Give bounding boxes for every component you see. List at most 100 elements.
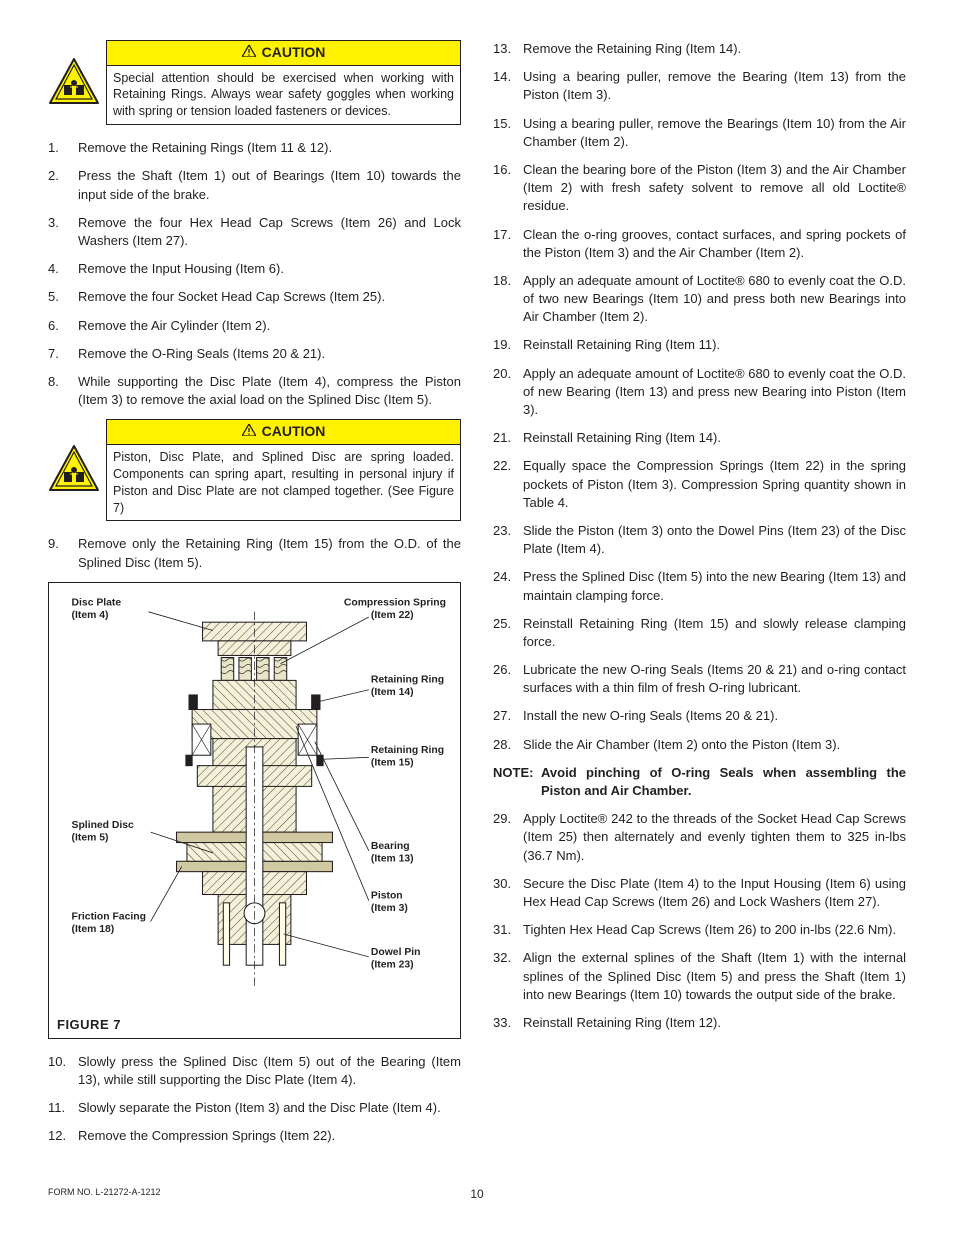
- step-number: 2.: [48, 167, 78, 203]
- step-text: Install the new O-ring Seals (Items 20 &…: [523, 707, 906, 725]
- step-text: Remove the Air Cylinder (Item 2).: [78, 317, 461, 335]
- step-item: 28.Slide the Air Chamber (Item 2) onto t…: [493, 736, 906, 754]
- fig-label-ret14-item: (Item 14): [371, 687, 414, 698]
- step-number: 32.: [493, 949, 523, 1004]
- step-item: 20.Apply an adequate amount of Loctite® …: [493, 365, 906, 420]
- step-number: 10.: [48, 1053, 78, 1089]
- step-item: 11.Slowly separate the Piston (Item 3) a…: [48, 1099, 461, 1117]
- step-number: 31.: [493, 921, 523, 939]
- step-text: Using a bearing puller, remove the Beari…: [523, 115, 906, 151]
- step-number: 30.: [493, 875, 523, 911]
- step-text: Reinstall Retaining Ring (Item 15) and s…: [523, 615, 906, 651]
- step-item: 15.Using a bearing puller, remove the Be…: [493, 115, 906, 151]
- step-item: 2.Press the Shaft (Item 1) out of Bearin…: [48, 167, 461, 203]
- fig-label-dowel-item: (Item 23): [371, 959, 414, 970]
- step-number: 20.: [493, 365, 523, 420]
- step-text: Remove the four Socket Head Cap Screws (…: [78, 288, 461, 306]
- step-item: 19.Reinstall Retaining Ring (Item 11).: [493, 336, 906, 354]
- step-text: Clean the bearing bore of the Piston (It…: [523, 161, 906, 216]
- step-item: 9.Remove only the Retaining Ring (Item 1…: [48, 535, 461, 571]
- step-number: 6.: [48, 317, 78, 335]
- step-item: 31.Tighten Hex Head Cap Screws (Item 26)…: [493, 921, 906, 939]
- step-number: 16.: [493, 161, 523, 216]
- warning-triangle-icon: [242, 43, 256, 63]
- caution-header: CAUTION: [107, 420, 460, 445]
- step-item: 17.Clean the o-ring grooves, contact sur…: [493, 226, 906, 262]
- step-item: 16.Clean the bearing bore of the Piston …: [493, 161, 906, 216]
- step-item: 7.Remove the O-Ring Seals (Items 20 & 21…: [48, 345, 461, 363]
- step-number: 4.: [48, 260, 78, 278]
- step-text: Secure the Disc Plate (Item 4) to the In…: [523, 875, 906, 911]
- step-item: 4.Remove the Input Housing (Item 6).: [48, 260, 461, 278]
- steps-list-right-b: 29.Apply Loctite® 242 to the threads of …: [493, 810, 906, 1032]
- step-number: 22.: [493, 457, 523, 512]
- step-number: 11.: [48, 1099, 78, 1117]
- step-number: 9.: [48, 535, 78, 571]
- page-footer: FORM NO. L-21272-A-1212 10: [48, 1186, 906, 1203]
- step-number: 23.: [493, 522, 523, 558]
- step-text: Apply Loctite® 242 to the threads of the…: [523, 810, 906, 865]
- step-text: Reinstall Retaining Ring (Item 14).: [523, 429, 906, 447]
- step-text: Tighten Hex Head Cap Screws (Item 26) to…: [523, 921, 906, 939]
- step-item: 23.Slide the Piston (Item 3) onto the Do…: [493, 522, 906, 558]
- step-item: 13.Remove the Retaining Ring (Item 14).: [493, 40, 906, 58]
- step-text: Remove the Compression Springs (Item 22)…: [78, 1127, 461, 1145]
- step-item: 30.Secure the Disc Plate (Item 4) to the…: [493, 875, 906, 911]
- step-text: Slowly separate the Piston (Item 3) and …: [78, 1099, 461, 1117]
- step-item: 29.Apply Loctite® 242 to the threads of …: [493, 810, 906, 865]
- step-text: Clean the o-ring grooves, contact surfac…: [523, 226, 906, 262]
- caution-title: CAUTION: [262, 43, 326, 63]
- step-text: Reinstall Retaining Ring (Item 11).: [523, 336, 906, 354]
- step-text: Remove the O-Ring Seals (Items 20 & 21).: [78, 345, 461, 363]
- step-text: Press the Shaft (Item 1) out of Bearings…: [78, 167, 461, 203]
- fig-label-piston-item: (Item 3): [371, 903, 408, 914]
- steps-list-b: 9.Remove only the Retaining Ring (Item 1…: [48, 535, 461, 571]
- step-number: 3.: [48, 214, 78, 250]
- step-text: Press the Splined Disc (Item 5) into the…: [523, 568, 906, 604]
- step-number: 19.: [493, 336, 523, 354]
- step-number: 18.: [493, 272, 523, 327]
- fig-label-bearing: Bearing: [371, 841, 410, 852]
- step-item: 18.Apply an adequate amount of Loctite® …: [493, 272, 906, 327]
- step-item: 27.Install the new O-ring Seals (Items 2…: [493, 707, 906, 725]
- step-item: 10.Slowly press the Splined Disc (Item 5…: [48, 1053, 461, 1089]
- step-item: 26.Lubricate the new O-ring Seals (Items…: [493, 661, 906, 697]
- step-item: 14.Using a bearing puller, remove the Be…: [493, 68, 906, 104]
- pinch-hazard-icon: [48, 419, 106, 521]
- step-number: 5.: [48, 288, 78, 306]
- fig-label-ret15: Retaining Ring: [371, 745, 444, 756]
- step-text: Apply an adequate amount of Loctite® 680…: [523, 272, 906, 327]
- step-item: 6.Remove the Air Cylinder (Item 2).: [48, 317, 461, 335]
- step-text: Equally space the Compression Springs (I…: [523, 457, 906, 512]
- step-text: Align the external splines of the Shaft …: [523, 949, 906, 1004]
- step-number: 7.: [48, 345, 78, 363]
- step-text: While supporting the Disc Plate (Item 4)…: [78, 373, 461, 409]
- caution-body: Piston, Disc Plate, and Splined Disc are…: [107, 445, 460, 521]
- step-text: Remove the Retaining Ring (Item 14).: [523, 40, 906, 58]
- step-text: Lubricate the new O-ring Seals (Items 20…: [523, 661, 906, 697]
- step-item: 12.Remove the Compression Springs (Item …: [48, 1127, 461, 1145]
- fig-label-bearing-item: (Item 13): [371, 853, 414, 864]
- fig-label-disc-plate-item: (Item 4): [72, 610, 109, 621]
- step-number: 13.: [493, 40, 523, 58]
- fig-label-comp-spring-item: (Item 22): [371, 610, 414, 621]
- caution-header: CAUTION: [107, 41, 460, 66]
- step-item: 5.Remove the four Socket Head Cap Screws…: [48, 288, 461, 306]
- fig-label-friction: Friction Facing: [72, 911, 146, 922]
- step-number: 1.: [48, 139, 78, 157]
- step-text: Remove the four Hex Head Cap Screws (Ite…: [78, 214, 461, 250]
- step-number: 21.: [493, 429, 523, 447]
- step-item: 24.Press the Splined Disc (Item 5) into …: [493, 568, 906, 604]
- step-item: 25.Reinstall Retaining Ring (Item 15) an…: [493, 615, 906, 651]
- step-text: Remove the Input Housing (Item 6).: [78, 260, 461, 278]
- page-number: 10: [248, 1186, 706, 1203]
- note-label: NOTE:: [493, 764, 541, 800]
- step-number: 25.: [493, 615, 523, 651]
- figure-7: Disc Plate (Item 4) Compression Spring (…: [48, 582, 461, 1039]
- caution-title: CAUTION: [262, 422, 326, 442]
- step-item: 8.While supporting the Disc Plate (Item …: [48, 373, 461, 409]
- step-text: Slide the Piston (Item 3) onto the Dowel…: [523, 522, 906, 558]
- step-text: Remove only the Retaining Ring (Item 15)…: [78, 535, 461, 571]
- step-number: 17.: [493, 226, 523, 262]
- step-number: 29.: [493, 810, 523, 865]
